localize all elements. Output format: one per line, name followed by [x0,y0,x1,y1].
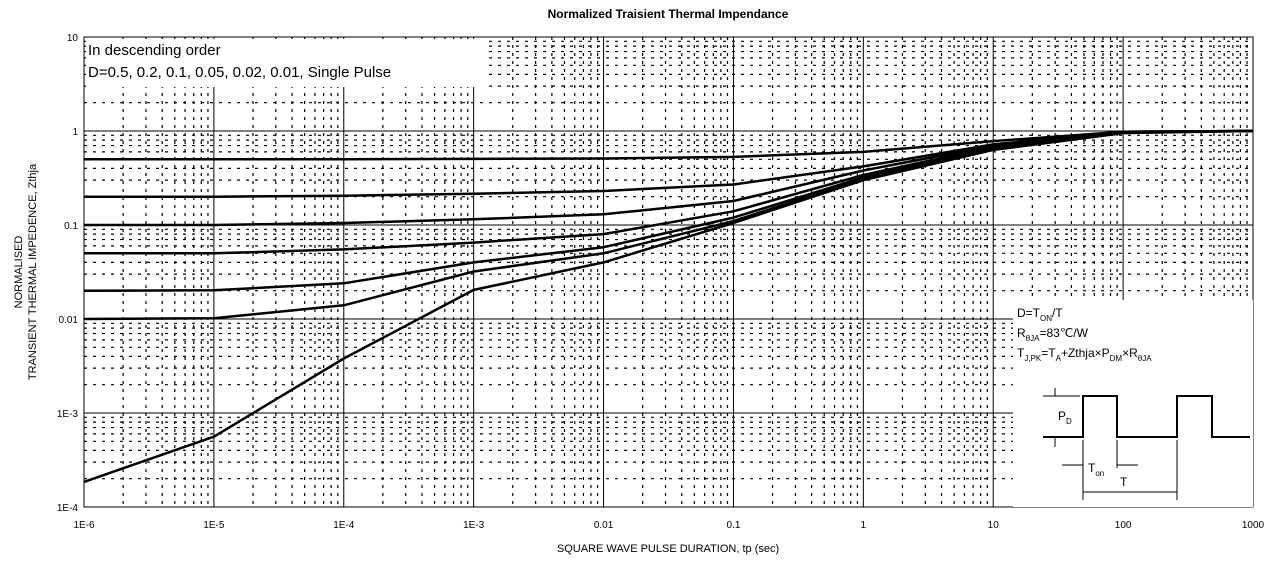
y-tick-label: 0.1 [64,221,78,232]
formula-text: T [1017,346,1025,360]
x-tick-label: 0.01 [594,520,614,531]
formula-text: =83℃/W [1039,326,1088,340]
annotation: D=0.5, 0.2, 0.1, 0.05, 0.02, 0.01, Singl… [88,64,391,81]
subscript: θJA [1138,354,1152,363]
x-tick-label: 1E-5 [203,520,225,531]
x-tick-label: 0.1 [726,520,740,531]
formula-text: /T [1052,306,1063,320]
formula: TJ,PK=TA+Zthja×PDM×RθJA [1017,346,1152,363]
subscript: ON [1040,314,1052,323]
x-tick-label: 1E-6 [73,520,95,531]
formula-text: D=T [1017,306,1041,320]
formula-text: R [1017,326,1026,340]
series-line [83,129,1254,484]
pulse-waveform [1043,395,1250,438]
annotation: In descending order [88,42,221,59]
subscript: J,PK [1024,354,1042,363]
formula-text: ×R [1122,346,1138,360]
x-tick-label: 1000 [1242,520,1265,531]
formula-text: +Zthja×P [1061,346,1110,360]
chart-title: Normalized Traisient Thermal Impendance [548,7,789,21]
x-tick-label: 1E-3 [463,520,485,531]
formula: T [1120,475,1128,489]
y-tick-label: 0.01 [59,315,79,326]
formula: PD [1058,409,1072,426]
x-tick-label: 1 [861,520,867,531]
x-tick-label: 100 [1115,520,1132,531]
formula: D=TON/T [1017,306,1063,323]
y-tick-label: 1E-4 [57,503,79,514]
subscript: DM [1110,354,1123,363]
x-tick-label: 10 [988,520,1000,531]
x-tick-label: 1E-4 [333,520,355,531]
subscript: θJA [1026,334,1040,343]
formula-text: T [1088,461,1096,475]
subscript: on [1095,469,1104,478]
x-axis-label: SQUARE WAVE PULSE DURATION, tp (sec) [557,543,779,555]
subscript: A [1056,354,1062,363]
y-axis-label: NORMALISED [13,236,25,309]
series-line [84,129,1254,161]
annotation-box [86,39,486,87]
y-tick-label: 10 [67,33,79,44]
formula-text: T [1120,475,1128,489]
formula-text: P [1058,409,1066,423]
y-tick-label: 1E-3 [57,409,79,420]
formula: Ton [1088,461,1104,478]
subscript: D [1066,417,1072,426]
formula: RθJA=83℃/W [1017,326,1089,343]
y-tick-label: 1 [72,127,78,138]
y-axis-label: TRANSIENT THERMAL IMPEDENCE, Zthja [27,163,39,380]
formula-text: =T [1041,346,1056,360]
